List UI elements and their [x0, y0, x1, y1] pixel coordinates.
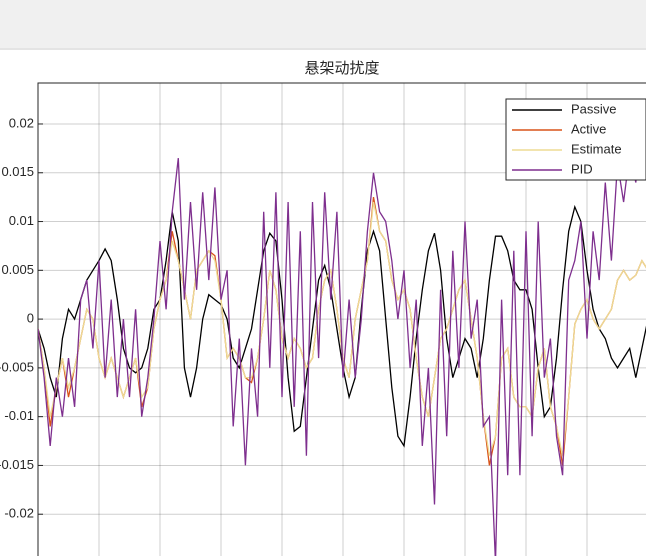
legend-label: Active	[571, 121, 606, 136]
y-tick-label: 0.015	[1, 164, 34, 179]
legend-label: Passive	[571, 101, 617, 116]
y-tick-label: 0.01	[9, 213, 34, 228]
chart-title: 悬架动扰度	[304, 60, 379, 77]
y-tick-label: -0.02	[4, 506, 34, 521]
legend: Passive Active Estimate PID	[505, 98, 646, 181]
y-tick-label: 0.02	[9, 115, 34, 130]
y-tick-label: -0.01	[4, 408, 34, 423]
y-tick-label: 0.005	[1, 262, 34, 277]
plot-lines	[38, 123, 646, 556]
legend-label: Estimate	[571, 141, 622, 156]
y-tick-label: -0.015	[0, 457, 34, 472]
series-line	[38, 123, 646, 556]
y-tick-label: -0.005	[0, 359, 34, 374]
y-tick-label: -0.025	[0, 554, 34, 556]
toolbar-edge	[0, 48, 646, 50]
y-tick-label: 0	[27, 311, 34, 326]
legend-label: PID	[571, 161, 593, 176]
toolbar	[0, 0, 646, 48]
legend-box	[505, 98, 646, 181]
grid	[37, 83, 646, 556]
